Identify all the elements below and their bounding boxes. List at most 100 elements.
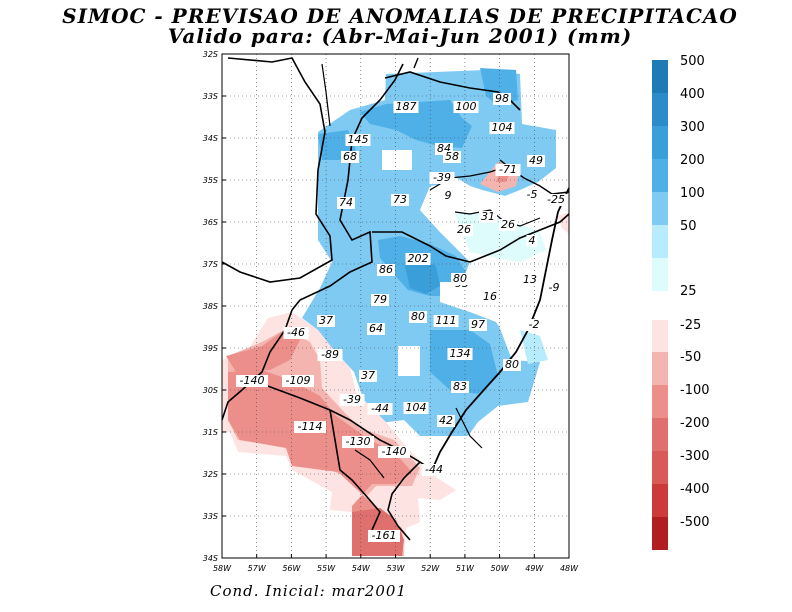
anomaly-value-label: -44 [425,463,443,476]
anomaly-value-label: -130 [346,435,371,448]
lat-tick-label: 36S [203,218,218,227]
anomaly-label-bg [526,235,538,247]
anomaly-value-label: -161 [372,529,397,542]
lon-tick-label: 55W [317,564,336,573]
colorbar-pos-swatch [652,60,668,93]
field-cyan-25 [455,212,546,262]
anomaly-label-bg [371,294,389,306]
anomaly-value-label: -44 [371,402,389,415]
anomaly-value-label: 58 [445,150,459,163]
anomaly-value-label: 16 [483,290,497,303]
anomaly-label-bg [236,375,268,387]
anomaly-label-bg [525,319,543,331]
field-white-east [420,170,562,352]
anomaly-value-label: 104 [406,401,427,414]
anomaly-label-bg [339,394,365,406]
lon-tick-label: 51W [456,564,475,573]
anomaly-value-label: 86 [379,263,393,276]
anomaly-label-bg [409,311,427,323]
colorbar-neg-label: -300 [680,449,710,464]
colorbar-neg-label: -200 [680,416,710,431]
colorbar-pos-label: 25 [680,284,697,299]
colorbar-neg-label: -25 [680,318,701,333]
anomaly-label-bg [429,172,455,184]
colorbar-neg-swatch [652,385,668,418]
field-red-100 [228,370,412,556]
lon-tick-label: 57W [248,564,267,573]
anomaly-value-label: 49 [529,154,543,167]
anomaly-value-label: -89 [321,348,339,361]
anomaly-label-bg [367,323,385,335]
anomaly-label-bg [451,381,469,393]
anomaly-label-bg [521,274,539,286]
anomaly-value-label: 98 [495,92,509,105]
anomaly-value-label: 74 [339,196,353,209]
anomaly-label-bg [421,464,447,476]
field-hole-2 [398,346,420,376]
colorbar-pos-label: 300 [680,120,705,135]
field-hole-1 [382,150,412,170]
field-blue-200-south [430,330,498,394]
lat-tick-label: 30S [203,386,218,395]
anomaly-label-bg [393,101,419,113]
anomaly-value-label: 202 [408,252,429,265]
initial-condition: Cond. Inicial: mar2001 [210,582,407,600]
colorbar-pos-label: 100 [680,186,705,201]
axis-ticks: 32S33S34S35S36S37S38S39S30S31S32S33S34S5… [203,50,579,573]
map-title: SIMOC - PREVISAO DE ANOMALIAS DE PRECIPI… [62,4,738,28]
anomaly-label-bg [405,253,431,265]
anomaly-label-bg [317,315,335,327]
anomaly-value-label: 37 [361,369,375,382]
anomaly-label-bg [495,164,521,176]
anomaly-value-label: -140 [240,374,265,387]
lat-tick-label: 31S [203,428,218,437]
anomaly-value-label: 73 [393,193,407,206]
anomaly-value-label: -2 [529,318,540,331]
anomaly-label-bg [481,291,499,303]
colorbar-neg-label: -50 [680,350,701,365]
anomaly-label-bg [294,421,326,433]
anomaly-label-bg [283,327,309,339]
lat-tick-label: 35S [203,176,218,185]
anomaly-value-label: 97 [471,318,485,331]
lat-tick-label: 34S [203,134,218,143]
anomaly-value-label: -46 [287,326,305,339]
anomaly-value-label: 68 [343,150,357,163]
anomaly-value-label: 80 [411,310,425,323]
anomaly-label-bg [545,282,563,294]
lon-tick-label: 52W [421,564,440,573]
anomaly-value-label: 134 [450,347,471,360]
lat-tick-label: 37S [203,260,218,269]
lat-tick-label: 33S [203,512,218,521]
colorbar-neg-swatch [652,517,668,550]
anomaly-value-label: -9 [549,281,560,294]
anomaly-value-label: 79 [373,293,387,306]
anomaly-value-label: 83 [453,380,467,393]
anomaly-value-label: 145 [348,133,369,146]
anomaly-label-bg [451,273,469,285]
colorbar-neg-swatch [652,418,668,451]
anomaly-label-bg [442,190,454,202]
lon-tick-label: 49W [525,564,544,573]
anomaly-label-bg [479,211,497,223]
colorbar-neg-label: -400 [680,482,710,497]
anomaly-label-bg [433,315,459,327]
anomaly-value-label: 64 [369,322,383,335]
anomaly-label-bg [437,415,455,427]
colorbar: 500 400 300 200 100 50 25 -25 -50 -100 -200 -300 -40… [652,54,710,550]
anomaly-value-label: -25 [547,193,565,206]
anomaly-label-bg [523,189,541,201]
anomaly-value-label: -109 [286,374,311,387]
lat-tick-label: 38S [203,302,218,311]
colorbar-neg-swatch [652,352,668,385]
colorbar-pos-swatch [652,192,668,225]
map-subtitle: Valido para: (Abr-Mai-Jun 2001) (mm) [167,24,633,48]
anomaly-label-bg [377,264,395,276]
field-blue-300-center [404,258,440,294]
anomaly-value-label: 100 [456,100,477,113]
anomaly-value-label: -71 [499,163,517,176]
lon-tick-label: 54W [352,564,371,573]
colorbar-pos-swatch [652,93,668,126]
colorbar-pos-label: 500 [680,54,705,69]
